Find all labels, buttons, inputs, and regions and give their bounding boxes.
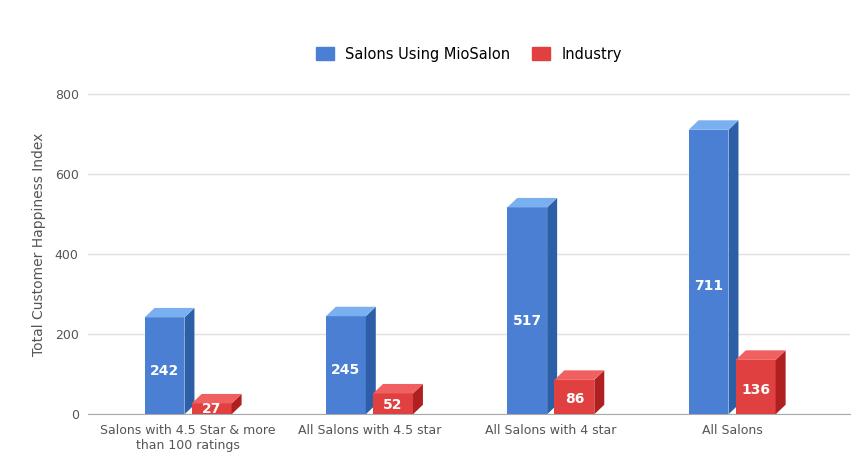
Polygon shape — [144, 318, 184, 414]
Text: 136: 136 — [741, 383, 770, 397]
Text: 86: 86 — [565, 392, 584, 406]
Y-axis label: Total Customer Happiness Index: Total Customer Happiness Index — [32, 133, 47, 356]
Polygon shape — [192, 394, 241, 403]
Polygon shape — [232, 394, 241, 414]
Polygon shape — [507, 198, 557, 207]
Polygon shape — [736, 350, 785, 360]
Text: 517: 517 — [513, 314, 541, 328]
Polygon shape — [413, 384, 423, 414]
Text: 711: 711 — [694, 279, 723, 293]
Text: 242: 242 — [150, 364, 179, 378]
Polygon shape — [366, 307, 375, 414]
Polygon shape — [594, 370, 605, 414]
Polygon shape — [144, 308, 195, 318]
Polygon shape — [689, 130, 728, 414]
Polygon shape — [507, 207, 548, 414]
Polygon shape — [776, 350, 785, 414]
Polygon shape — [736, 360, 776, 414]
Text: 245: 245 — [331, 363, 361, 377]
Polygon shape — [184, 308, 195, 414]
Legend: Salons Using MioSalon, Industry: Salons Using MioSalon, Industry — [311, 41, 628, 67]
Text: 27: 27 — [202, 403, 221, 417]
Polygon shape — [192, 403, 232, 414]
Polygon shape — [689, 120, 739, 130]
Polygon shape — [728, 120, 739, 414]
Polygon shape — [326, 316, 366, 414]
Text: 52: 52 — [383, 398, 403, 412]
Polygon shape — [548, 198, 557, 414]
Polygon shape — [554, 370, 605, 380]
Polygon shape — [554, 380, 594, 414]
Polygon shape — [373, 384, 423, 394]
Polygon shape — [373, 394, 413, 414]
Polygon shape — [326, 307, 375, 316]
